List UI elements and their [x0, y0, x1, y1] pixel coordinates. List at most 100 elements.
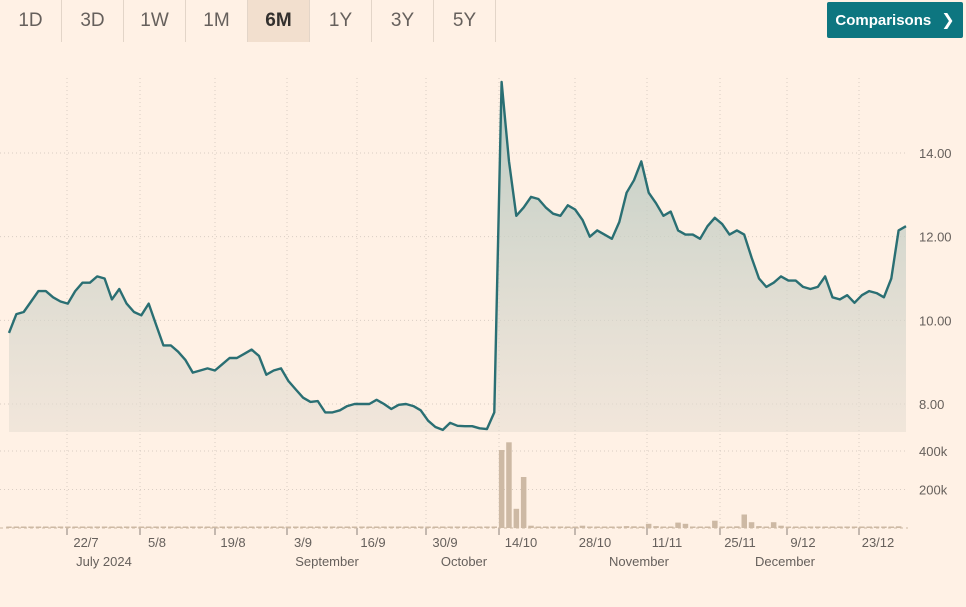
volume-bar	[682, 523, 689, 528]
price-area	[9, 81, 906, 433]
volume-bar	[153, 526, 159, 528]
volume-bar	[204, 526, 211, 528]
range-tab-3d[interactable]: 3D	[62, 0, 124, 42]
volume-bar	[454, 526, 461, 528]
volume-bar	[131, 526, 137, 528]
range-tab-6m[interactable]: 6M	[248, 0, 310, 42]
volume-bar	[197, 526, 203, 528]
volume-bar	[337, 526, 343, 528]
volume-bar	[587, 526, 593, 528]
volume-bar	[395, 526, 402, 528]
volume-bar	[851, 526, 858, 528]
volume-bar	[440, 526, 446, 528]
volume-bar	[756, 526, 762, 528]
volume-bar	[748, 522, 755, 528]
volume-bar	[557, 526, 564, 528]
range-tab-1w[interactable]: 1W	[124, 0, 186, 42]
volume-bar	[631, 526, 637, 528]
volume-bar	[800, 526, 806, 528]
volume-bar	[623, 526, 630, 528]
volume-bar	[837, 526, 843, 528]
volume-bar	[866, 526, 872, 528]
volume-bar	[763, 526, 769, 528]
range-tab-3y[interactable]: 3Y	[372, 0, 434, 42]
range-tab-1d[interactable]: 1D	[0, 0, 62, 42]
volume-bar	[690, 526, 696, 528]
date-tick-label: 23/12	[862, 535, 895, 550]
date-tick-label: 9/12	[790, 535, 815, 550]
range-tab-1y[interactable]: 1Y	[310, 0, 372, 42]
volume-bar	[57, 526, 64, 528]
time-range-selector: 1D 3D 1W 1M 6M 1Y 3Y 5Y	[0, 0, 496, 42]
volume-bar	[373, 526, 380, 528]
month-label: July 2024	[76, 554, 132, 569]
volume-bar	[469, 526, 475, 528]
comparisons-button[interactable]: Comparisons ❯	[827, 2, 963, 38]
volume-tick-label: 200k	[919, 483, 948, 498]
volume-bar	[79, 526, 86, 528]
volume-bar	[72, 526, 78, 528]
volume-bar	[601, 526, 608, 528]
volume-bar	[263, 526, 270, 528]
volume-bar	[65, 526, 71, 528]
range-tab-1m[interactable]: 1M	[186, 0, 248, 42]
chevron-right-icon: ❯	[941, 12, 955, 29]
volume-bar	[101, 526, 108, 528]
volume-bar	[212, 526, 218, 528]
volume-bar	[844, 526, 850, 528]
volume-bar	[87, 526, 93, 528]
volume-bar	[770, 522, 777, 528]
volume-bar	[35, 526, 42, 528]
volume-bar	[528, 525, 534, 528]
volume-bar	[675, 522, 681, 528]
volume-bar	[226, 526, 233, 528]
date-tick-label: 25/11	[724, 535, 756, 550]
month-label: November	[609, 554, 670, 569]
volume-bar	[13, 526, 20, 528]
volume-bar	[895, 526, 902, 528]
volume-bar	[822, 526, 828, 528]
volume-bar	[572, 526, 578, 528]
volume-bar	[94, 526, 100, 528]
volume-bar	[293, 526, 299, 528]
volume-bar	[881, 526, 887, 528]
volume-bar	[660, 526, 667, 528]
volume-bar	[234, 526, 240, 528]
month-label: October	[441, 554, 488, 569]
volume-bar	[726, 526, 733, 528]
date-tick-label: 3/9	[294, 535, 312, 550]
volume-bar	[785, 526, 792, 528]
volume-bar	[543, 526, 549, 528]
date-tick-label: 22/7	[73, 535, 98, 550]
volume-bar	[138, 526, 145, 528]
volume-bar	[109, 526, 115, 528]
date-tick-label: 11/11	[652, 535, 683, 550]
comparisons-label: Comparisons	[835, 11, 932, 29]
date-tick-label: 14/10	[505, 535, 538, 550]
volume-bar	[484, 526, 490, 528]
volume-bar	[741, 514, 747, 528]
volume-bar	[344, 526, 350, 528]
volume-bar	[182, 526, 189, 528]
volume-bar	[520, 477, 527, 528]
range-tab-5y[interactable]: 5Y	[434, 0, 496, 42]
volume-bar	[28, 526, 34, 528]
volume-bar	[190, 526, 196, 528]
volume-bar	[307, 526, 314, 528]
volume-bar	[43, 526, 49, 528]
date-tick-label: 5/8	[148, 535, 166, 550]
month-label: December	[755, 554, 816, 569]
date-tick-label: 30/9	[432, 535, 457, 550]
volume-bar	[447, 526, 453, 528]
volume-bar	[697, 526, 703, 528]
volume-bar	[168, 526, 174, 528]
month-label: September	[295, 554, 359, 569]
price-line	[7, 80, 907, 432]
volume-bar	[829, 526, 836, 528]
date-tick-label: 19/8	[220, 535, 245, 550]
volume-bar	[513, 508, 520, 529]
price-tick-label: 12.00	[919, 230, 952, 245]
date-tick-label: 28/10	[579, 535, 612, 550]
volume-bar	[300, 526, 306, 528]
